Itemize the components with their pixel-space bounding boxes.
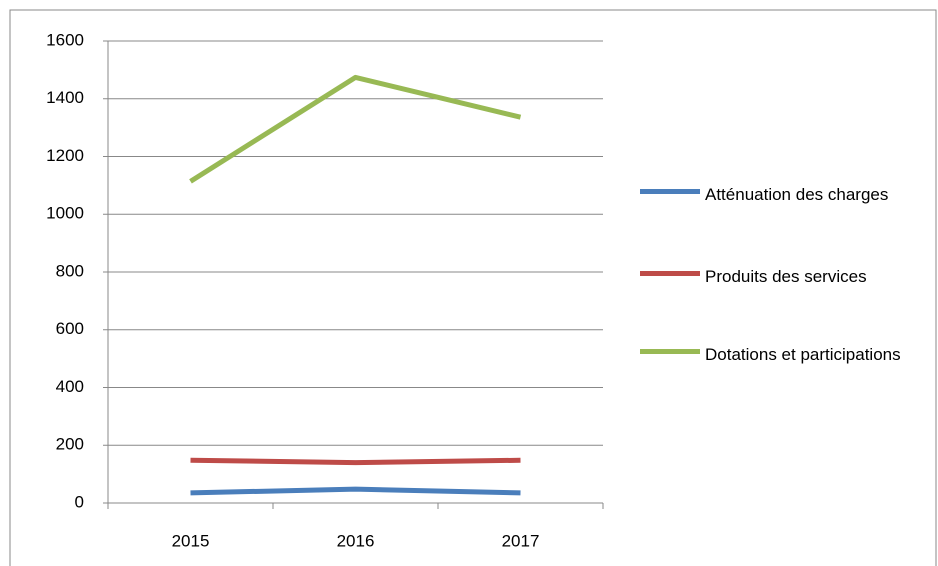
y-tick-label: 1200 <box>46 146 84 165</box>
legend-label: Produits des services <box>705 267 867 286</box>
y-tick-label: 800 <box>56 261 84 280</box>
legend-swatch <box>640 349 700 354</box>
x-tick-label: 2015 <box>172 531 210 550</box>
series-line <box>190 457 521 466</box>
legend-label: Dotations et participations <box>705 345 901 364</box>
y-tick-label: 0 <box>75 492 84 511</box>
y-tick-label: 1400 <box>46 88 84 107</box>
legend-swatch <box>640 271 700 276</box>
chart-frame <box>9 9 937 566</box>
legend-entry: Dotations et participations <box>640 338 923 371</box>
y-tick-label: 200 <box>56 435 84 454</box>
y-tick-label: 600 <box>56 319 84 338</box>
legend-entry: Atténuation des charges <box>640 178 923 211</box>
series-line <box>190 486 521 496</box>
x-tick-label: 2017 <box>502 531 540 550</box>
legend-label: Atténuation des charges <box>705 185 889 204</box>
series-line <box>189 74 522 184</box>
y-tick-label: 1000 <box>46 204 84 223</box>
y-tick-label: 1600 <box>46 30 84 49</box>
legend-entry: Produits des services <box>640 260 923 293</box>
y-tick-label: 400 <box>56 377 84 396</box>
legend-swatch <box>640 189 700 194</box>
x-tick-label: 2016 <box>337 531 375 550</box>
